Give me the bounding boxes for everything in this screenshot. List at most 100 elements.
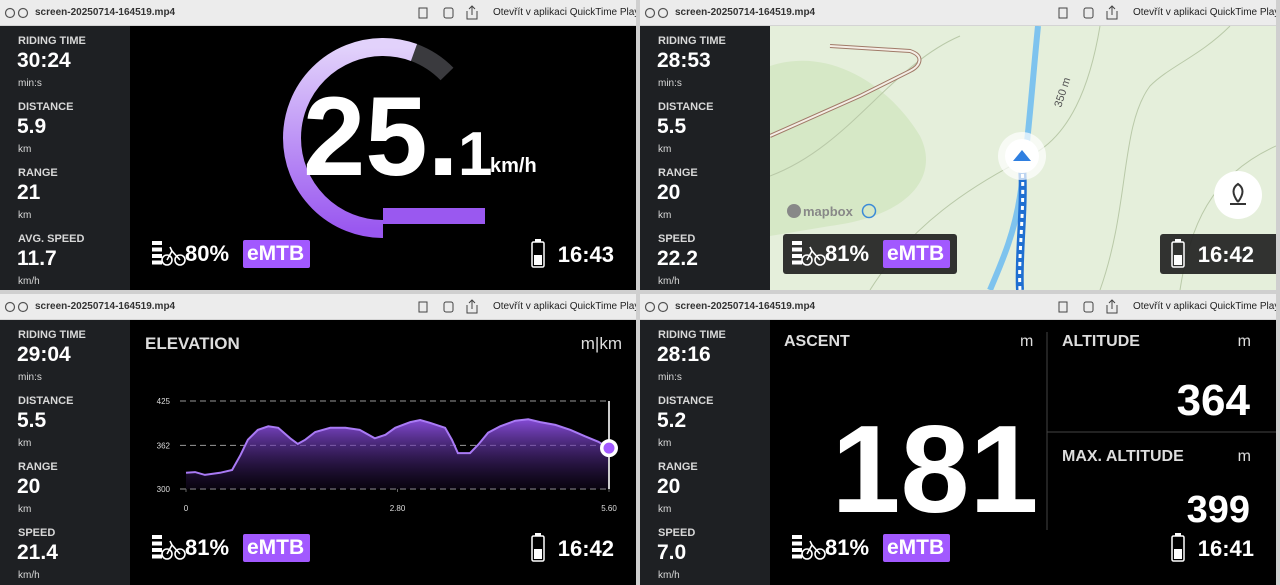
window-title: screen-20250714-164519.mp4 [675, 7, 816, 18]
speed-unit: km/h [490, 155, 537, 177]
elevation-line [185, 418, 610, 476]
max-altitude-label: MAX. ALTITUDE [1062, 448, 1184, 465]
title-bar: screen-20250714-164519.mp4 Otevřít v apli… [0, 0, 636, 26]
title-bar-icons [644, 299, 1118, 314]
ascent-value: 181 [831, 401, 1039, 539]
gauge-remaining [410, 44, 454, 81]
metric-unit: min:s [18, 372, 42, 383]
max-altitude-value: 399 [1186, 489, 1250, 531]
speed-whole: 25. [303, 74, 459, 199]
open-in-quicktime[interactable]: Otevřít v aplikaci QuickTime Player [1133, 301, 1276, 312]
metric-unit: min:s [658, 78, 682, 89]
mode-badge [243, 240, 310, 268]
altitude-unit: m [1237, 333, 1251, 350]
bike-battery-bar [792, 254, 802, 258]
metric-label: SPEED [658, 527, 696, 539]
bike-battery-bar [792, 554, 802, 559]
close-button[interactable] [4, 7, 16, 19]
rotate-button[interactable] [443, 301, 454, 313]
battery-level [1174, 549, 1182, 559]
chart-title: ELEVATION [145, 334, 240, 353]
text-layer: 81% eMTB 16:42 [640, 0, 1276, 290]
metric-value: 20 [657, 475, 681, 498]
title-bar-icons [644, 5, 1118, 20]
metric-label: DISTANCE [658, 395, 714, 407]
text-layer: 80% eMTB 16:43 [0, 0, 636, 290]
bike-battery-bar [792, 541, 802, 546]
gauge-bar [383, 208, 485, 224]
metric-label: DISTANCE [658, 101, 714, 113]
riding-mode: eMTB [247, 242, 305, 265]
clock: 16:42 [1197, 242, 1254, 267]
metric-label: RIDING TIME [18, 329, 86, 341]
close-button[interactable] [4, 301, 16, 313]
metric-label: RANGE [658, 167, 698, 179]
recenter-icon [1230, 182, 1246, 205]
battery-cap [535, 533, 541, 536]
bike-icon [801, 540, 826, 560]
trim-button[interactable] [1058, 7, 1068, 19]
metric-label: RANGE [18, 167, 58, 179]
share-button[interactable] [1106, 5, 1118, 20]
share-button[interactable] [466, 5, 478, 20]
bike-battery-bar [792, 548, 802, 552]
stop-button[interactable] [17, 7, 29, 19]
player-window: screen-20250714-164519.mp4 Otevřít v apli… [0, 294, 636, 585]
rotate-button[interactable] [1083, 7, 1094, 19]
bike-battery-bar [792, 247, 802, 252]
player-window: screen-20250714-164519.mp4 Otevřít v apli… [640, 294, 1276, 585]
share-button[interactable] [1106, 299, 1118, 314]
share-button[interactable] [466, 299, 478, 314]
sidebar: RIDING TIME 28:53 min:s DISTANCE 5.5 km RANGE 2… [640, 26, 770, 290]
metric-unit: min:s [658, 372, 682, 383]
status-box [1160, 234, 1276, 274]
info-button[interactable] [861, 203, 877, 219]
y-tick-label: 425 [157, 397, 171, 406]
riding-mode: eMTB [887, 242, 945, 265]
rotate-button[interactable] [1083, 301, 1094, 313]
metric-unit: km [658, 210, 672, 221]
open-in-quicktime[interactable]: Otevřít v aplikaci QuickTime Player [493, 7, 636, 18]
chart-unit: m|km [580, 334, 622, 353]
close-button[interactable] [644, 7, 656, 19]
metric-label: DISTANCE [18, 395, 74, 407]
stop-button[interactable] [657, 7, 669, 19]
trim-button[interactable] [418, 7, 428, 19]
clock: 16:43 [557, 242, 614, 267]
forest [770, 60, 926, 237]
rotate-button[interactable] [443, 7, 454, 19]
close-button[interactable] [644, 301, 656, 313]
metric-unit: km [18, 438, 32, 449]
main-view: 300 362 425 0 2.80 5.60 [152, 397, 618, 562]
metric-unit: km/h [18, 276, 40, 287]
altitude-value: 364 [1176, 376, 1250, 425]
window-title: screen-20250714-164519.mp4 [35, 7, 176, 18]
player-window: screen-20250714-164519.mp4 Otevřít v apli… [640, 0, 1276, 290]
metric-value: 30:24 [17, 49, 71, 72]
battery-cap [1175, 533, 1181, 536]
title-bar: screen-20250714-164519.mp4 Otevřít v apli… [0, 294, 636, 320]
trim-button[interactable] [418, 301, 428, 313]
open-in-quicktime[interactable]: Otevřít v aplikaci QuickTime Player [1133, 7, 1276, 18]
open-in-quicktime[interactable]: Otevřít v aplikaci QuickTime Player [493, 301, 636, 312]
battery-body [1171, 535, 1185, 562]
window-title: screen-20250714-164519.mp4 [35, 301, 176, 312]
metric-unit: km/h [18, 570, 40, 581]
stop-button[interactable] [657, 301, 669, 313]
riding-mode: eMTB [887, 536, 945, 559]
battery-cap [535, 239, 541, 242]
x-tick-label: 5.60 [601, 504, 617, 513]
trim-button[interactable] [1058, 301, 1068, 313]
metric-label: RIDING TIME [18, 35, 86, 47]
stop-button[interactable] [17, 301, 29, 313]
metric-label: RANGE [658, 461, 698, 473]
metric-unit: km/h [658, 276, 680, 287]
speed-fraction: 1 [458, 120, 492, 189]
title-bar-icons [4, 5, 478, 20]
road-inner [770, 45, 921, 137]
recenter-button[interactable] [1214, 171, 1262, 219]
metric-value: 5.5 [17, 409, 47, 432]
sidebar: RIDING TIME 28:16 min:s DISTANCE 5.2 km RANGE 2… [640, 320, 770, 585]
bike-battery-bar [152, 241, 162, 245]
